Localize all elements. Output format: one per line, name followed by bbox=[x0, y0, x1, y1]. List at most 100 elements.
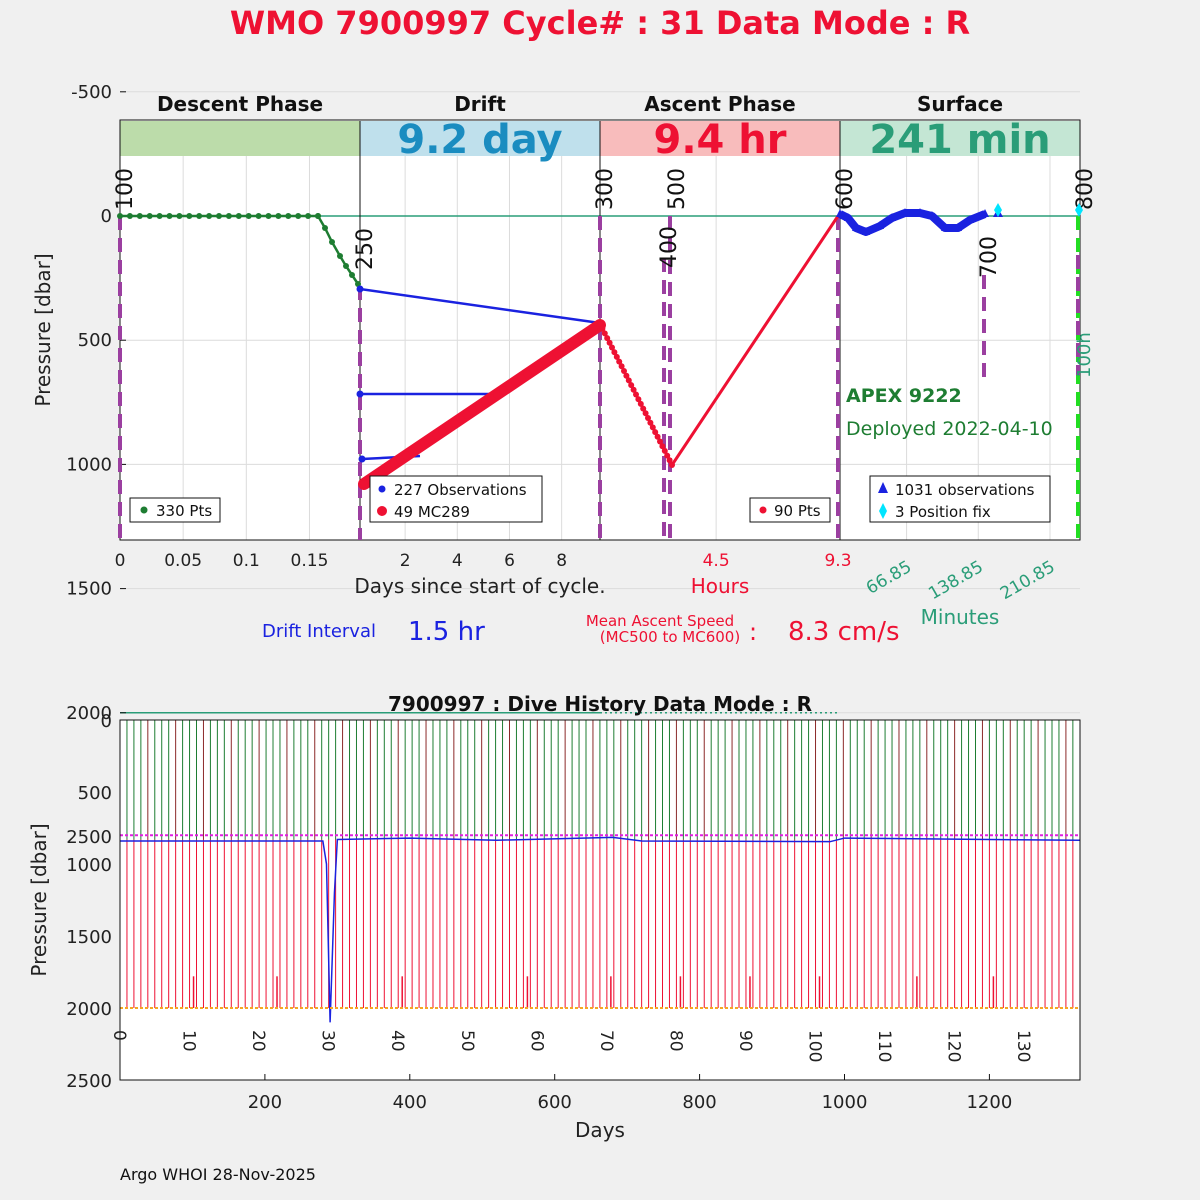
legend-drift-text: 227 Observations bbox=[394, 481, 527, 499]
ascent-point bbox=[635, 396, 642, 403]
ascent-point bbox=[657, 438, 663, 445]
cycle-number-label: 80 bbox=[665, 1030, 685, 1052]
position-fix-icon bbox=[994, 203, 1002, 217]
drift-pressure-history bbox=[120, 836, 1080, 1023]
drift-point bbox=[358, 455, 366, 463]
ascent-point bbox=[606, 339, 613, 346]
ascent-point bbox=[645, 415, 651, 421]
mc289-point bbox=[462, 410, 471, 419]
legend-mc289-marker bbox=[377, 506, 387, 516]
bottom-x-tick: 200 bbox=[248, 1092, 282, 1113]
dive-history-series bbox=[119, 720, 1080, 1023]
cycle-number-label: 130 bbox=[1013, 1030, 1033, 1062]
mc289-point bbox=[468, 406, 477, 415]
legend-descent-text: 330 Pts bbox=[156, 502, 212, 520]
descent-point bbox=[186, 213, 193, 219]
ascent-point bbox=[652, 429, 659, 436]
mc289-point bbox=[456, 414, 465, 423]
descent-point bbox=[322, 225, 328, 231]
drift-point bbox=[356, 390, 364, 398]
y-tick-label: 1500 bbox=[66, 579, 112, 600]
ascent-point bbox=[625, 377, 632, 384]
mc-label-600: 600 bbox=[833, 168, 858, 210]
ascent-point bbox=[628, 382, 635, 389]
descent-point bbox=[337, 253, 343, 259]
descent-point bbox=[355, 281, 361, 287]
bottom-frame bbox=[119, 719, 1081, 1081]
phase-title-2: Ascent Phase bbox=[644, 92, 795, 116]
descent-point bbox=[146, 213, 153, 219]
phase-bar-3 bbox=[840, 121, 1080, 156]
ascent-point bbox=[666, 457, 673, 464]
bottom-x-tick: 1000 bbox=[822, 1092, 868, 1113]
surface-point bbox=[876, 221, 884, 229]
phase-duration-2: 9.4 hr bbox=[654, 117, 787, 163]
mc289-point bbox=[499, 386, 508, 395]
descent-point bbox=[245, 213, 252, 219]
mc289-point bbox=[565, 341, 574, 350]
surface-point bbox=[844, 213, 852, 221]
cycle-number-label: 90 bbox=[735, 1030, 755, 1052]
ascent-point bbox=[669, 462, 675, 468]
legend-drift-marker bbox=[378, 485, 386, 493]
cycle-number-label: 50 bbox=[457, 1030, 477, 1052]
descent-point bbox=[126, 213, 133, 219]
surface-point bbox=[862, 227, 870, 235]
ascent-point bbox=[613, 353, 620, 360]
mc289-point bbox=[547, 353, 556, 362]
phase-duration-3: 241 min bbox=[869, 117, 1050, 163]
mc289-point bbox=[438, 427, 447, 435]
mc289-point bbox=[481, 398, 490, 407]
surface-point bbox=[941, 223, 949, 231]
y-tick-label: 2500 bbox=[66, 827, 112, 848]
descent-point bbox=[343, 263, 349, 269]
ascent-point bbox=[609, 344, 615, 351]
bottom-x-label: Days bbox=[575, 1118, 625, 1142]
ascent-point bbox=[659, 443, 666, 450]
mc289-point bbox=[487, 394, 496, 403]
mc289-point bbox=[571, 337, 580, 346]
float-model: APEX 9222 bbox=[846, 385, 962, 407]
mc289-point bbox=[535, 361, 544, 370]
y-tick-label: 2000 bbox=[66, 703, 112, 724]
mc-label-100h: 100h bbox=[1074, 332, 1095, 378]
bottom-y-tick: 1000 bbox=[66, 855, 112, 876]
x-tick-ascent: 4.5 bbox=[703, 551, 730, 571]
descent-point bbox=[295, 213, 302, 219]
ascent-point bbox=[630, 386, 637, 393]
descent-point bbox=[196, 213, 203, 219]
legend-surface bbox=[869, 475, 1051, 523]
bottom-y-tick: 0 bbox=[101, 711, 112, 732]
legend-descent-marker bbox=[140, 506, 148, 514]
mc289-point bbox=[378, 467, 387, 476]
mc289-point bbox=[414, 443, 423, 452]
mc289-point bbox=[450, 418, 459, 427]
ascent-series bbox=[597, 215, 840, 468]
phase-title-3: Surface bbox=[917, 92, 1003, 116]
ascent-point bbox=[661, 447, 668, 454]
surface-point bbox=[928, 211, 936, 219]
mc289-point bbox=[511, 378, 520, 387]
bottom-x-tick: 600 bbox=[538, 1092, 572, 1113]
cycle-number-label: 30 bbox=[318, 1030, 338, 1052]
mc289-point bbox=[517, 374, 526, 382]
descent-point bbox=[117, 213, 123, 219]
descent-point bbox=[305, 213, 312, 219]
x-tick-surface: 138.85 bbox=[925, 557, 987, 604]
y-tick-label: -500 bbox=[71, 82, 112, 103]
ascent-point bbox=[647, 419, 654, 426]
mc-label-400: 400 bbox=[657, 226, 682, 268]
y-tick-label: 1000 bbox=[66, 454, 112, 475]
ascent-speed-colon: : bbox=[749, 618, 757, 646]
mc289-point bbox=[553, 349, 562, 358]
mc289-point bbox=[396, 455, 405, 464]
drift-interval-label: Drift Interval bbox=[262, 621, 376, 642]
descent-point bbox=[235, 213, 242, 219]
descent-point bbox=[349, 272, 355, 278]
descent-point bbox=[216, 213, 222, 219]
descent-point bbox=[166, 213, 173, 219]
descent-point bbox=[206, 213, 213, 219]
mc289-point bbox=[474, 402, 483, 411]
mc289-point bbox=[505, 382, 514, 391]
